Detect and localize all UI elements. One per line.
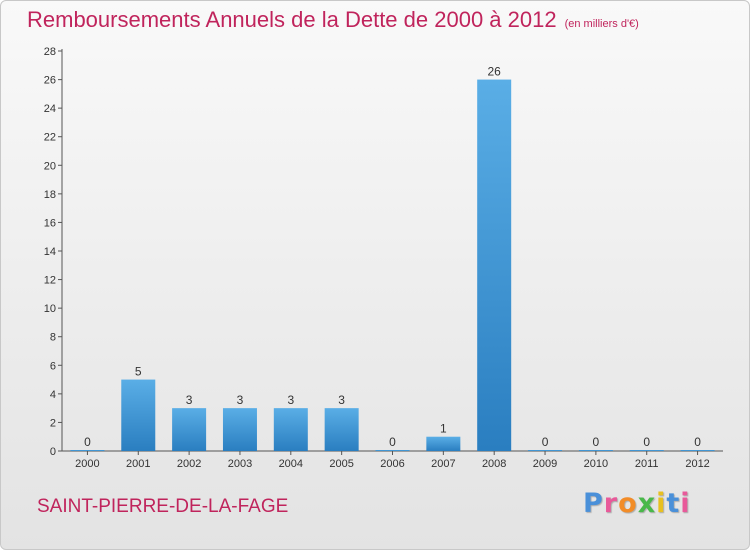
y-tick-label: 26 (44, 75, 56, 87)
y-tick-label: 4 (50, 389, 56, 401)
y-tick-label: 0 (50, 446, 56, 458)
y-tick-label: 28 (44, 46, 56, 58)
y-tick-label: 16 (44, 217, 56, 229)
data-label: 5 (135, 365, 142, 379)
bar (426, 436, 461, 451)
bar (172, 408, 207, 451)
x-tick-label: 2011 (635, 458, 659, 470)
data-label: 3 (237, 393, 244, 407)
data-label: 1 (440, 422, 447, 436)
y-tick-label: 10 (44, 303, 56, 315)
data-label: 0 (694, 435, 701, 449)
x-tick-label: 2001 (126, 458, 150, 470)
x-tick-label: 2009 (533, 458, 557, 470)
y-tick-label: 22 (44, 132, 56, 144)
y-tick-label: 18 (44, 189, 56, 201)
x-tick-label: 2012 (685, 458, 709, 470)
x-tick-label: 2000 (75, 458, 99, 470)
bar (528, 450, 563, 451)
proxiti-logo: Proxiti (583, 488, 691, 519)
data-label: 26 (488, 65, 502, 79)
data-label: 0 (84, 435, 91, 449)
data-label: 0 (643, 435, 650, 449)
y-tick-label: 24 (44, 103, 56, 115)
bar (70, 450, 105, 451)
bar (273, 408, 308, 451)
y-tick-label: 14 (44, 246, 56, 258)
x-tick-label: 2007 (431, 458, 455, 470)
y-tick-label: 2 (50, 417, 56, 429)
bar (477, 79, 512, 452)
data-label: 3 (338, 393, 345, 407)
data-label: 3 (287, 393, 294, 407)
x-tick-label: 2006 (380, 458, 404, 470)
y-tick-label: 6 (50, 360, 56, 372)
y-tick-label: 12 (44, 275, 56, 287)
chart-subtitle: (en milliers d'€) (564, 18, 639, 30)
data-label: 0 (593, 435, 600, 449)
bar (121, 379, 156, 451)
bar (324, 408, 359, 451)
y-tick-label: 8 (50, 332, 56, 344)
title-text: Remboursements Annuels de la Dette de 20… (27, 7, 557, 32)
data-label: 0 (542, 435, 549, 449)
x-tick-label: 2002 (177, 458, 201, 470)
bar (578, 450, 613, 451)
commune-name: SAINT-PIERRE-DE-LA-FAGE (37, 496, 289, 517)
bar (375, 450, 410, 451)
x-tick-label: 2004 (279, 458, 303, 470)
data-label: 0 (389, 435, 396, 449)
x-tick-label: 2008 (482, 458, 506, 470)
bar (222, 408, 257, 451)
bar (680, 450, 715, 451)
x-tick-label: 2010 (584, 458, 608, 470)
data-label: 3 (186, 393, 193, 407)
bar (629, 450, 664, 451)
y-tick-label: 20 (44, 160, 56, 172)
x-tick-label: 2003 (228, 458, 252, 470)
x-tick-label: 2005 (329, 458, 353, 470)
chart-title: Remboursements Annuels de la Dette de 20… (27, 7, 639, 33)
